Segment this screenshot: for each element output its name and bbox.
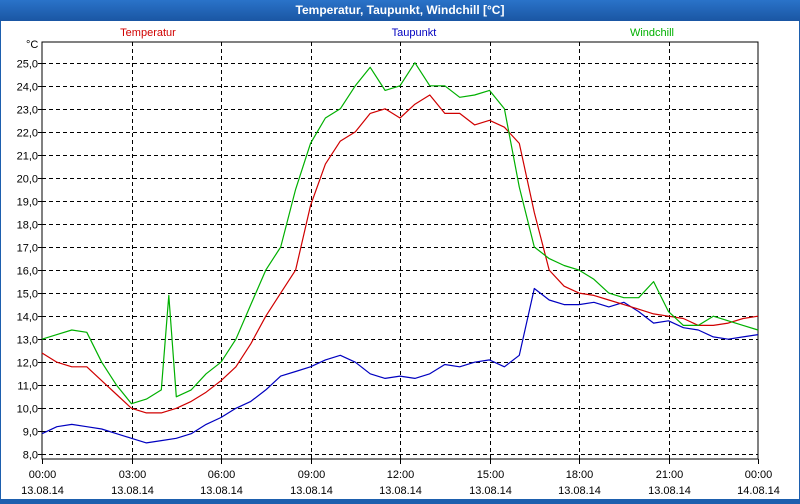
- plot-area: [41, 41, 759, 460]
- y-tick-label: 9,0: [23, 427, 38, 439]
- chart-frame: 8,0 9,0 10,0 11,0 12,0 13,0 14,0 15,0 16,0 17,0 18…: [0, 21, 800, 500]
- series-line-windchill: [41, 62, 759, 405]
- series-line-temperatur: [41, 94, 759, 414]
- y-axis-unit-label: °C: [26, 39, 38, 51]
- y-tick-label: 17,0: [17, 243, 38, 255]
- chart-svg: 8,0 9,0 10,0 11,0 12,0 13,0 14,0 15,0 16,0 17,0 18…: [17, 27, 780, 497]
- x-tick-label-time: 09:00: [298, 469, 326, 481]
- y-tick-label: 8,0: [23, 450, 38, 462]
- x-tick-label-date: 13.08.14: [290, 485, 333, 497]
- y-tick-label: 24,0: [17, 82, 38, 94]
- x-tick-label-date: 13.08.14: [111, 485, 154, 497]
- legend-entry-temperatur: Temperatur: [120, 27, 176, 39]
- x-tick-label-date: 13.08.14: [379, 485, 422, 497]
- y-tick-label: 18,0: [17, 220, 38, 232]
- x-tick-label-date: 13.08.14: [200, 485, 243, 497]
- y-tick-label: 22,0: [17, 128, 38, 140]
- y-tick-label: 21,0: [17, 151, 38, 163]
- y-tick-label: 23,0: [17, 105, 38, 117]
- series-line-taupunkt: [41, 287, 759, 444]
- legend-entry-windchill: Windchill: [630, 27, 674, 39]
- x-tick-label-time: 00:00: [745, 469, 773, 481]
- legend-entry-taupunkt: Taupunkt: [392, 27, 437, 39]
- x-tick-label-date: 13.08.14: [469, 485, 512, 497]
- y-tick-label: 25,0: [17, 59, 38, 71]
- x-tick-label-time: 18:00: [566, 469, 594, 481]
- x-tick-label-time: 00:00: [29, 469, 57, 481]
- y-tick-label: 10,0: [17, 404, 38, 416]
- x-tick-label-date: 13.08.14: [648, 485, 691, 497]
- x-tick-label-date: 13.08.14: [21, 485, 64, 497]
- x-tick-label-date: 13.08.14: [558, 485, 601, 497]
- y-tick-label: 12,0: [17, 358, 38, 370]
- y-tick-label: 16,0: [17, 266, 38, 278]
- x-tick-label-time: 06:00: [208, 469, 236, 481]
- x-tick-label-time: 21:00: [656, 469, 684, 481]
- y-tick-label: 19,0: [17, 197, 38, 209]
- y-tick-label: 13,0: [17, 335, 38, 347]
- y-tick-label: 20,0: [17, 174, 38, 186]
- x-tick-label-date: 14.08.14: [737, 485, 780, 497]
- x-tick-label-time: 12:00: [387, 469, 415, 481]
- y-tick-label: 11,0: [17, 381, 38, 393]
- window-title: Temperatur, Taupunkt, Windchill [°C]: [0, 0, 800, 21]
- x-tick-label-time: 03:00: [119, 469, 147, 481]
- y-tick-label: 14,0: [17, 312, 38, 324]
- x-tick-label-time: 15:00: [477, 469, 505, 481]
- y-tick-label: 15,0: [17, 289, 38, 301]
